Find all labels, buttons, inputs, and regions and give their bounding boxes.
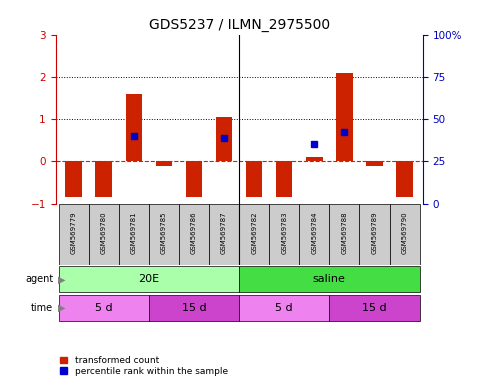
Text: 15 d: 15 d bbox=[182, 303, 206, 313]
Text: time: time bbox=[31, 303, 53, 313]
Text: 20E: 20E bbox=[138, 274, 159, 285]
Title: GDS5237 / ILMN_2975500: GDS5237 / ILMN_2975500 bbox=[149, 18, 329, 32]
Bar bbox=[89, 204, 119, 265]
Text: GSM569790: GSM569790 bbox=[401, 212, 408, 254]
Text: GSM569786: GSM569786 bbox=[191, 212, 197, 254]
Text: GSM569784: GSM569784 bbox=[312, 212, 317, 254]
Text: GSM569785: GSM569785 bbox=[161, 212, 167, 254]
Bar bbox=[65, 161, 82, 197]
Bar bbox=[149, 204, 179, 265]
Bar bbox=[396, 161, 413, 197]
Bar bbox=[96, 161, 112, 197]
Bar bbox=[269, 204, 299, 265]
Text: GSM569781: GSM569781 bbox=[131, 212, 137, 254]
Text: saline: saline bbox=[313, 274, 346, 285]
Text: agent: agent bbox=[25, 274, 53, 285]
Text: GSM569780: GSM569780 bbox=[100, 212, 107, 254]
Bar bbox=[336, 73, 353, 161]
Bar bbox=[126, 94, 142, 161]
Text: GSM569782: GSM569782 bbox=[251, 212, 257, 254]
Bar bbox=[119, 204, 149, 265]
Bar bbox=[366, 161, 383, 166]
Bar bbox=[156, 161, 172, 166]
Text: GSM569788: GSM569788 bbox=[341, 212, 347, 254]
Bar bbox=[58, 295, 149, 321]
Bar bbox=[149, 295, 239, 321]
Bar bbox=[58, 204, 89, 265]
Bar bbox=[246, 161, 262, 197]
Bar bbox=[329, 295, 420, 321]
Text: GSM569779: GSM569779 bbox=[71, 212, 77, 254]
Bar bbox=[306, 157, 323, 161]
Bar bbox=[209, 204, 239, 265]
Bar bbox=[359, 204, 389, 265]
Text: GSM569789: GSM569789 bbox=[371, 212, 378, 254]
Text: 15 d: 15 d bbox=[362, 303, 387, 313]
Bar bbox=[179, 204, 209, 265]
Bar bbox=[58, 266, 239, 292]
Bar bbox=[239, 204, 269, 265]
Text: 5 d: 5 d bbox=[275, 303, 293, 313]
Bar bbox=[299, 204, 329, 265]
Text: 5 d: 5 d bbox=[95, 303, 113, 313]
Bar bbox=[185, 161, 202, 197]
Bar bbox=[329, 204, 359, 265]
Bar bbox=[239, 266, 420, 292]
Bar bbox=[276, 161, 293, 197]
Text: ▶: ▶ bbox=[58, 303, 66, 313]
Bar bbox=[389, 204, 420, 265]
Text: ▶: ▶ bbox=[58, 274, 66, 285]
Bar bbox=[239, 295, 329, 321]
Text: GSM569787: GSM569787 bbox=[221, 212, 227, 254]
Text: GSM569783: GSM569783 bbox=[281, 212, 287, 254]
Legend: transformed count, percentile rank within the sample: transformed count, percentile rank withi… bbox=[60, 356, 227, 376]
Bar bbox=[216, 117, 232, 161]
